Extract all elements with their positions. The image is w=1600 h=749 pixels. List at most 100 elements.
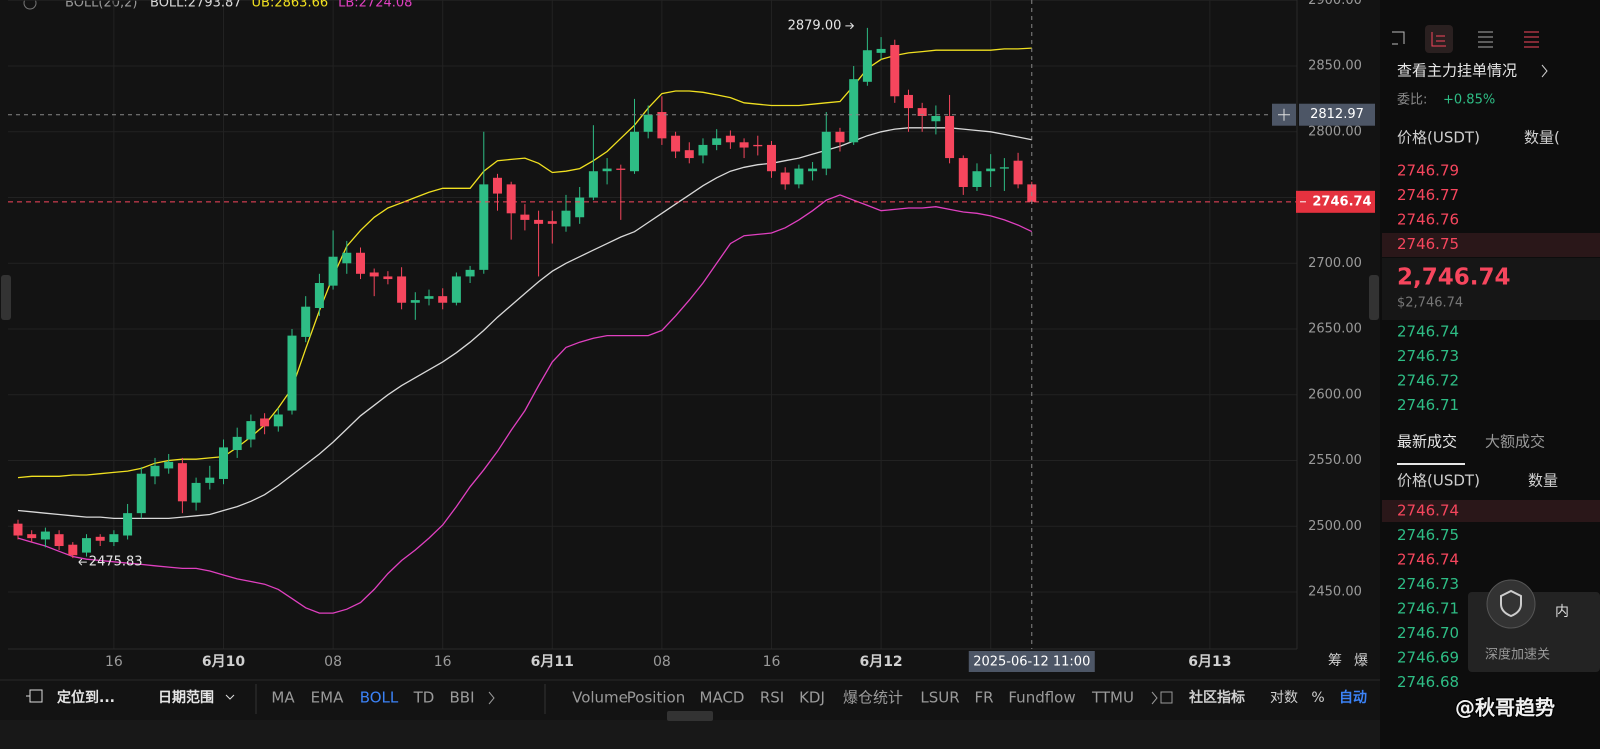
x-tick-label: 16 bbox=[105, 654, 123, 670]
bid-price: 2746.73 bbox=[1397, 347, 1459, 365]
candle-body bbox=[369, 272, 379, 277]
candle-body bbox=[753, 144, 763, 147]
overlay-text: 深度加速关 bbox=[1485, 647, 1550, 663]
band-line bbox=[17, 194, 1033, 614]
chevron[interactable] bbox=[1541, 64, 1548, 78]
candle-body bbox=[342, 252, 352, 264]
tab[interactable]: 大额成交 bbox=[1485, 433, 1545, 451]
candle-body bbox=[54, 534, 64, 547]
column-header: 价格(USDT) bbox=[1397, 472, 1480, 490]
legend-entry: BOLL:2793.87 bbox=[150, 0, 242, 11]
candle-body bbox=[671, 135, 681, 152]
candle-body bbox=[27, 534, 37, 539]
candle-body bbox=[903, 94, 913, 109]
candle-body bbox=[575, 197, 585, 218]
locate-icon[interactable] bbox=[26, 689, 43, 703]
candle-body bbox=[81, 538, 91, 553]
icon-active[interactable] bbox=[1425, 25, 1453, 53]
trade-price: 2746.75 bbox=[1397, 526, 1459, 544]
overlay-icon[interactable] bbox=[1486, 579, 1536, 629]
candle-body bbox=[397, 276, 407, 303]
candle-body bbox=[945, 115, 955, 159]
candle-body bbox=[273, 414, 283, 427]
resize-handle[interactable] bbox=[667, 711, 713, 721]
y-tick-label: 2600.00 bbox=[1308, 387, 1362, 402]
ask-highlight bbox=[1382, 233, 1600, 257]
y-tick-label: 2500.00 bbox=[1308, 519, 1362, 534]
indicator-tab[interactable]: 爆仓统计 bbox=[843, 689, 903, 707]
indicator-tab[interactable]: TD bbox=[413, 689, 435, 707]
candle-body bbox=[492, 177, 502, 194]
candle-body bbox=[424, 296, 434, 299]
locate-button[interactable]: 定位到... bbox=[57, 689, 115, 706]
date-range[interactable]: 日期范围 bbox=[158, 689, 214, 706]
percent-toggle[interactable]: % bbox=[1311, 690, 1324, 706]
x-tick-label: 6月10 bbox=[202, 654, 245, 670]
last-price: 2,746.74 bbox=[1397, 265, 1511, 291]
chevron[interactable] bbox=[1151, 691, 1158, 705]
indicator-tab[interactable]: Volume bbox=[572, 689, 628, 707]
candle-body bbox=[191, 482, 201, 503]
candle-body bbox=[287, 335, 297, 411]
band-line bbox=[17, 47, 1032, 479]
candle-body bbox=[534, 219, 544, 224]
column-header: 价格(USDT) bbox=[1397, 129, 1480, 147]
indicator-tab[interactable]: RSI bbox=[760, 689, 784, 707]
indicator-tab[interactable]: EMA bbox=[311, 689, 344, 707]
indicator-tab[interactable]: BOLL bbox=[360, 689, 399, 707]
left-handle[interactable] bbox=[1, 275, 11, 320]
candle-body bbox=[890, 44, 900, 97]
trade-highlight bbox=[1382, 500, 1600, 522]
bottom-strip bbox=[0, 720, 1380, 749]
eye-icon[interactable] bbox=[23, 0, 37, 10]
icon[interactable] bbox=[1392, 31, 1405, 45]
candle-body bbox=[917, 108, 927, 116]
band-line bbox=[17, 127, 1032, 520]
candle-body bbox=[328, 256, 338, 286]
candle-body bbox=[246, 421, 256, 440]
indicator-tab[interactable]: LSUR bbox=[920, 689, 959, 707]
candle-body bbox=[808, 168, 818, 172]
column-header: 数量( bbox=[1524, 129, 1560, 147]
edit-icon[interactable] bbox=[1160, 691, 1173, 704]
candle-body bbox=[588, 171, 598, 198]
community-indicators[interactable]: 社区指标 bbox=[1188, 689, 1245, 706]
indicator-tab[interactable]: TTMU bbox=[1091, 689, 1134, 707]
indicator-tab[interactable]: FR bbox=[974, 689, 993, 707]
x-tick-label: 6月11 bbox=[531, 654, 574, 670]
icon[interactable] bbox=[1524, 31, 1539, 48]
candle-body bbox=[479, 184, 489, 270]
candle-body bbox=[835, 131, 845, 143]
indicator-tab[interactable]: Position bbox=[627, 689, 685, 707]
trade-price: 2746.73 bbox=[1397, 575, 1459, 593]
icon[interactable] bbox=[1478, 31, 1493, 48]
last-price-box bbox=[1296, 190, 1375, 213]
indicator-tab[interactable]: Fundflow bbox=[1008, 689, 1075, 707]
auto-toggle[interactable]: 自动 bbox=[1339, 689, 1367, 706]
indicator-tab[interactable]: MACD bbox=[700, 689, 745, 707]
order-book-link[interactable]: 查看主力挂单情况 bbox=[1397, 62, 1517, 80]
bid-price: 2746.71 bbox=[1397, 396, 1459, 414]
candle-body bbox=[616, 168, 626, 170]
indicator-tab[interactable]: BBI bbox=[449, 689, 474, 707]
log-toggle[interactable]: 对数 bbox=[1270, 690, 1298, 706]
tab-underline bbox=[1397, 463, 1465, 465]
candle-body bbox=[465, 269, 475, 277]
right-handle[interactable] bbox=[1369, 275, 1379, 320]
crosshair-price: 2812.97 bbox=[1310, 107, 1364, 122]
indicator-tab[interactable]: MA bbox=[271, 689, 295, 707]
chevron[interactable] bbox=[488, 691, 495, 705]
candle-body bbox=[164, 461, 174, 469]
indicator-tab[interactable]: KDJ bbox=[799, 689, 825, 707]
corner-label[interactable]: 筹 bbox=[1328, 652, 1342, 669]
x-tick-label: 08 bbox=[653, 654, 671, 670]
corner-label[interactable]: 爆 bbox=[1354, 653, 1368, 669]
candle-body bbox=[13, 523, 23, 536]
trade-price: 2746.69 bbox=[1397, 649, 1459, 667]
plus bbox=[1278, 108, 1290, 121]
tab[interactable]: 最新成交 bbox=[1397, 433, 1457, 451]
icon[interactable] bbox=[1431, 32, 1446, 47]
candle-body bbox=[218, 447, 228, 479]
trade-price: 2746.71 bbox=[1397, 600, 1459, 618]
